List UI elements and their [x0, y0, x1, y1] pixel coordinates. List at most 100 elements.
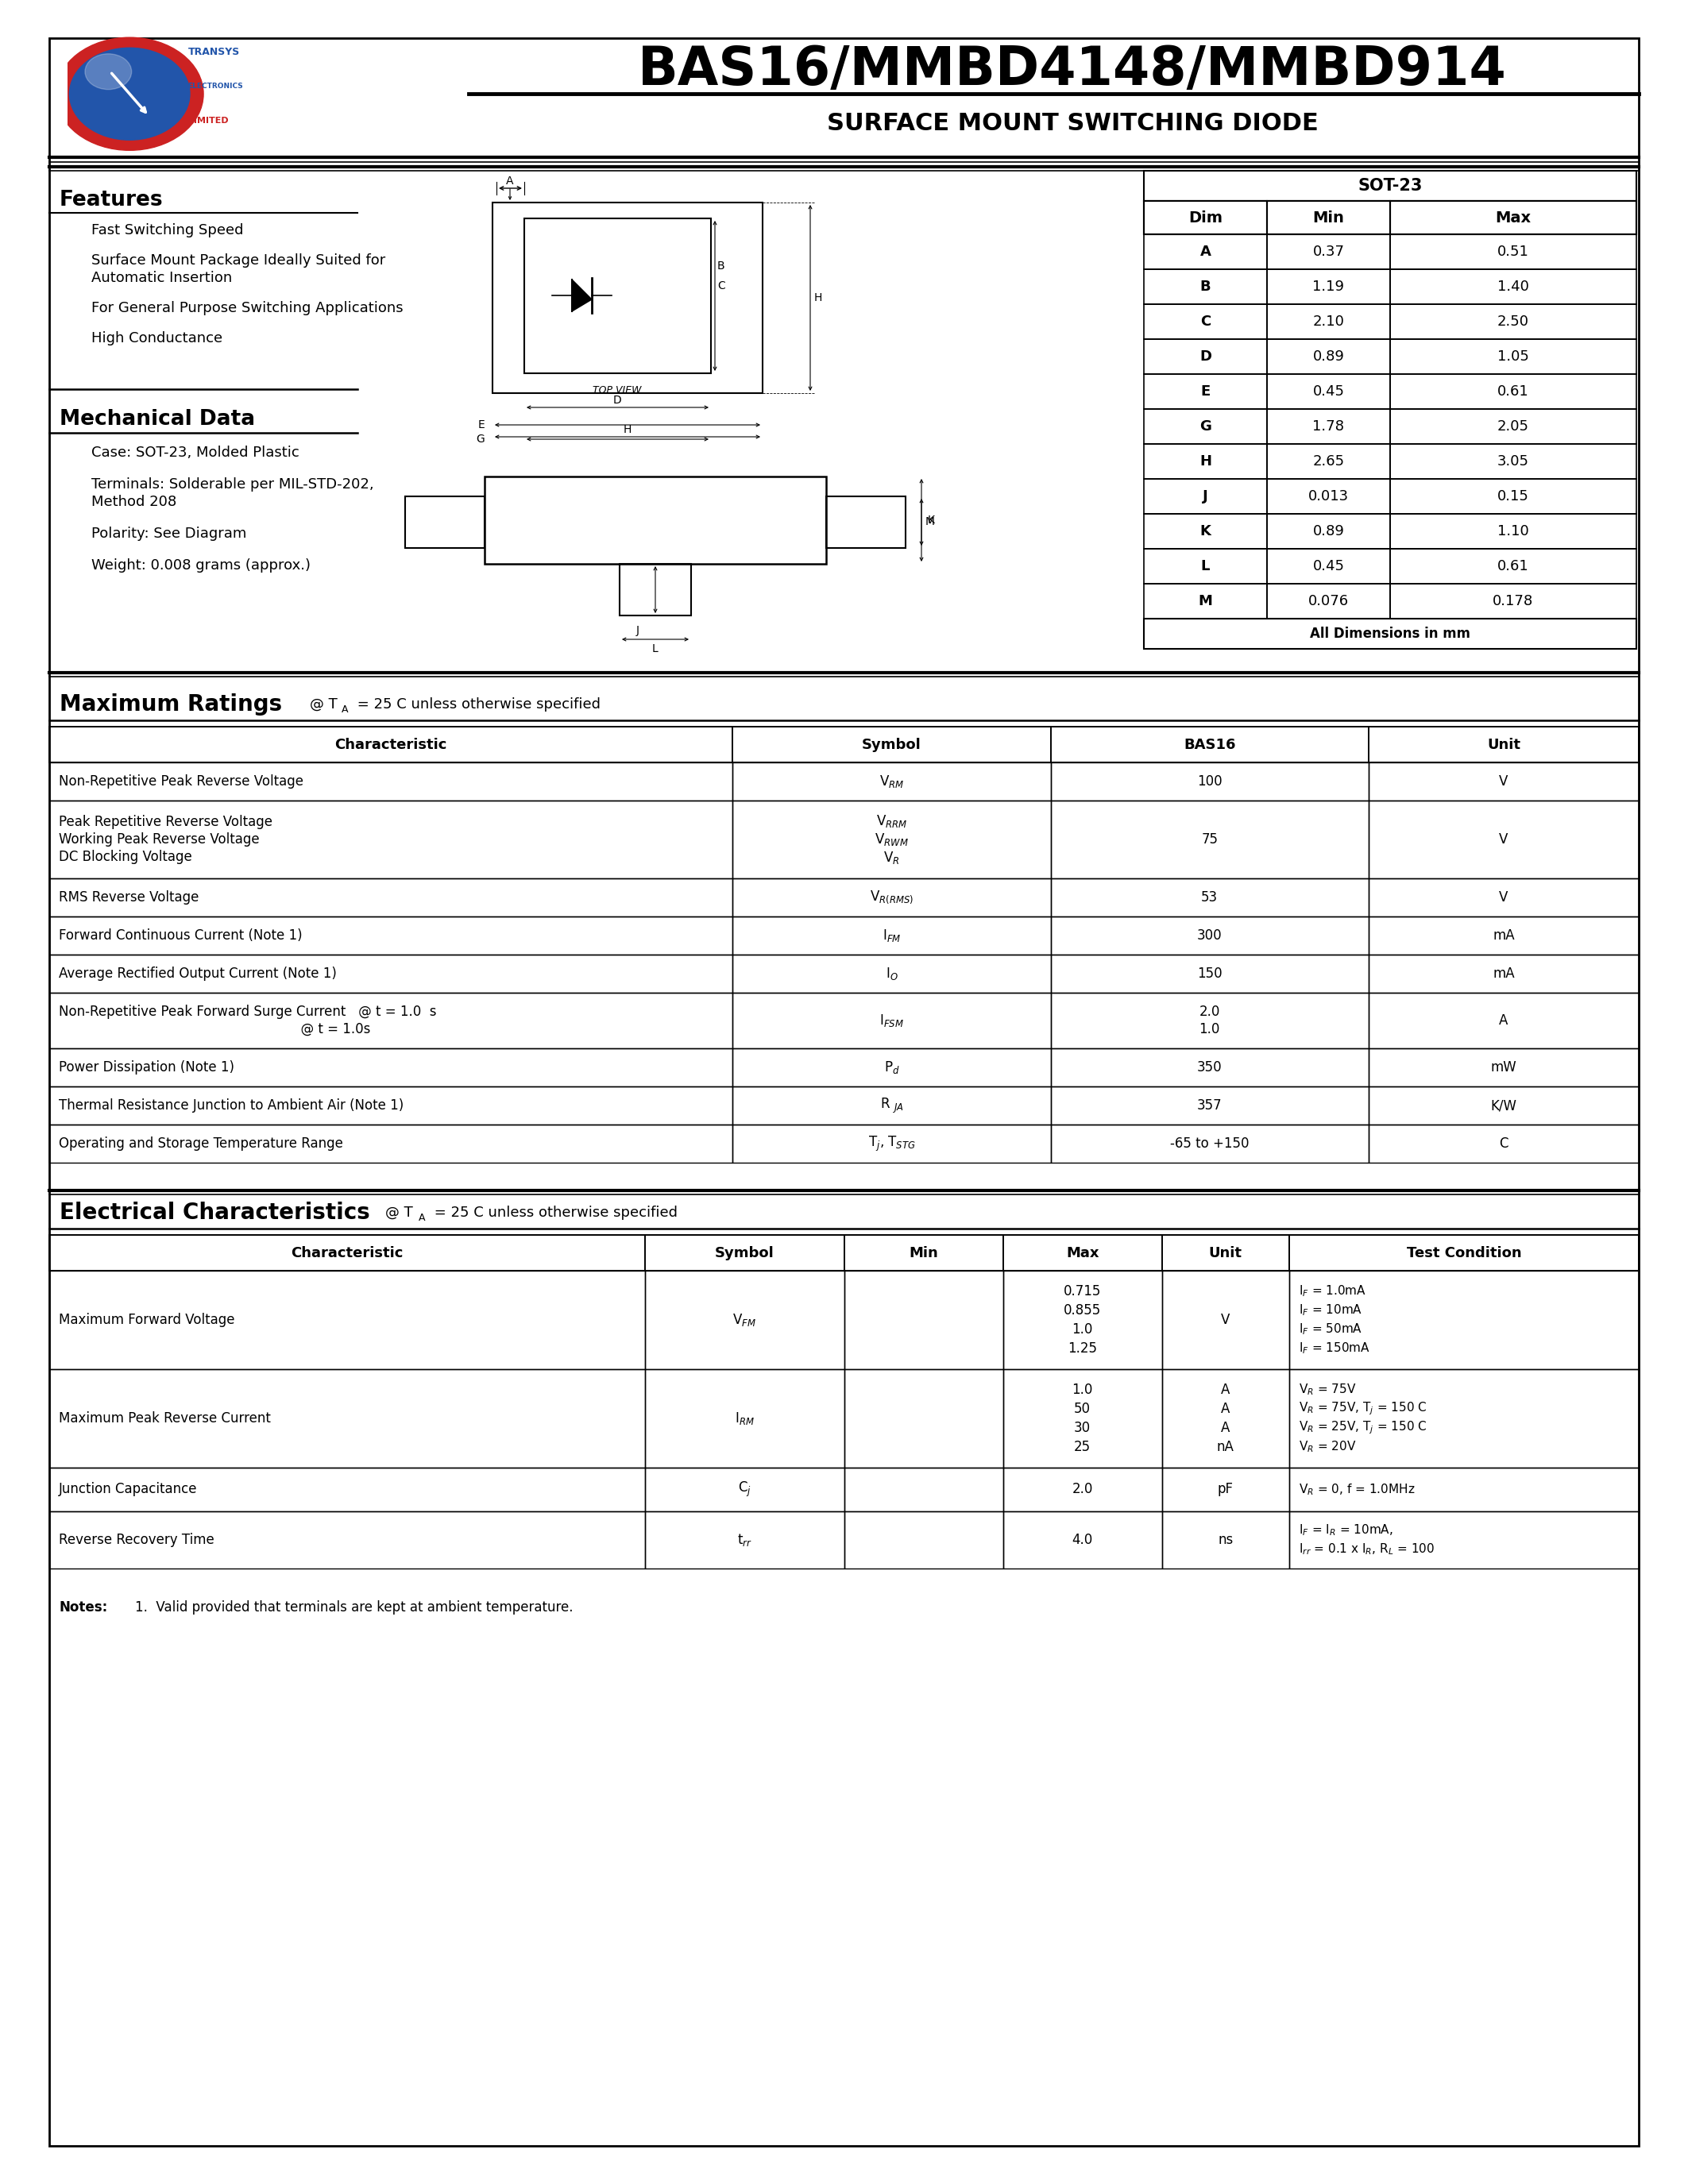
- Bar: [525, 218, 711, 373]
- Text: High Conductance: High Conductance: [91, 332, 223, 345]
- Text: B: B: [1200, 280, 1210, 295]
- Bar: [1003, 1271, 1161, 1369]
- Text: 1.78: 1.78: [1313, 419, 1344, 435]
- Text: I$_{RM}$: I$_{RM}$: [734, 1411, 755, 1426]
- Bar: [1268, 583, 1391, 618]
- Text: Features: Features: [59, 190, 164, 210]
- Bar: [733, 802, 1050, 878]
- Text: V$_{RM}$: V$_{RM}$: [879, 773, 905, 788]
- Text: E: E: [1200, 384, 1210, 400]
- Polygon shape: [572, 280, 592, 312]
- Text: @ T: @ T: [385, 1206, 414, 1221]
- Text: 0.45: 0.45: [1313, 559, 1344, 574]
- Bar: [49, 1234, 1639, 1271]
- Text: 2.50: 2.50: [1497, 314, 1529, 330]
- Bar: [1003, 1511, 1161, 1568]
- Bar: [1391, 583, 1636, 618]
- Text: 1.05: 1.05: [1497, 349, 1529, 365]
- Text: SURFACE MOUNT SWITCHING DIODE: SURFACE MOUNT SWITCHING DIODE: [827, 111, 1318, 135]
- Text: R $_{JA}$: R $_{JA}$: [879, 1096, 903, 1114]
- Bar: [1268, 408, 1391, 443]
- Text: Polarity: See Diagram: Polarity: See Diagram: [91, 526, 246, 542]
- Text: 1.40: 1.40: [1497, 280, 1529, 295]
- Bar: [1144, 201, 1636, 234]
- Text: A: A: [506, 175, 513, 186]
- Bar: [733, 954, 1050, 994]
- Text: Fast Switching Speed: Fast Switching Speed: [91, 223, 243, 238]
- Bar: [844, 1468, 1003, 1511]
- Text: Maximum Forward Voltage: Maximum Forward Voltage: [59, 1313, 235, 1328]
- Bar: [1144, 478, 1268, 513]
- Text: D: D: [1200, 349, 1212, 365]
- Bar: [1161, 1511, 1290, 1568]
- Bar: [1050, 727, 1369, 762]
- Bar: [1268, 373, 1391, 408]
- Text: 0.51: 0.51: [1497, 245, 1529, 260]
- Text: nA: nA: [1217, 1439, 1234, 1455]
- Bar: [49, 1048, 733, 1085]
- Text: 0.89: 0.89: [1313, 349, 1344, 365]
- Bar: [1144, 170, 1636, 201]
- Text: Maximum Peak Reverse Current: Maximum Peak Reverse Current: [59, 1411, 270, 1426]
- Bar: [1391, 304, 1636, 339]
- Bar: [1268, 304, 1391, 339]
- Bar: [1003, 1468, 1161, 1511]
- Bar: [49, 1125, 733, 1162]
- Text: 0.15: 0.15: [1497, 489, 1529, 505]
- Text: = 25 C unless otherwise specified: = 25 C unless otherwise specified: [353, 697, 601, 712]
- Text: Unit: Unit: [1487, 738, 1521, 751]
- Text: ns: ns: [1217, 1533, 1234, 1546]
- Text: 0.45: 0.45: [1313, 384, 1344, 400]
- Text: Surface Mount Package Ideally Suited for: Surface Mount Package Ideally Suited for: [91, 253, 385, 269]
- Text: All Dimensions in mm: All Dimensions in mm: [1310, 627, 1470, 640]
- Bar: [1050, 1125, 1369, 1162]
- Bar: [1161, 1271, 1290, 1369]
- Bar: [49, 727, 733, 762]
- Bar: [1144, 304, 1268, 339]
- Text: L: L: [652, 644, 658, 655]
- Text: K: K: [928, 515, 935, 526]
- Text: Test Condition: Test Condition: [1406, 1245, 1521, 1260]
- Text: I$_{O}$: I$_{O}$: [886, 965, 898, 981]
- Text: C: C: [717, 280, 726, 290]
- Bar: [1391, 339, 1636, 373]
- Text: LIMITED: LIMITED: [187, 116, 228, 124]
- Text: @ T: @ T: [311, 697, 338, 712]
- Text: @ t = 1.0s: @ t = 1.0s: [59, 1022, 370, 1037]
- Bar: [844, 1511, 1003, 1568]
- Text: Terminals: Solderable per MIL-STD-202,: Terminals: Solderable per MIL-STD-202,: [91, 478, 373, 491]
- Bar: [1391, 478, 1636, 513]
- Text: V$_{R}$ = 75V: V$_{R}$ = 75V: [1298, 1382, 1355, 1398]
- Bar: [49, 994, 733, 1048]
- Bar: [1144, 234, 1268, 269]
- Text: 1.0: 1.0: [1198, 1022, 1220, 1037]
- Text: I$_{F}$ = 10mA: I$_{F}$ = 10mA: [1298, 1304, 1362, 1317]
- Text: T$_{j}$, T$_{STG}$: T$_{j}$, T$_{STG}$: [868, 1133, 915, 1153]
- Text: Mechanical Data: Mechanical Data: [59, 408, 255, 430]
- Text: 357: 357: [1197, 1099, 1222, 1112]
- Text: 350: 350: [1197, 1059, 1222, 1075]
- Bar: [825, 496, 905, 548]
- Text: V$_{R}$ = 0, f = 1.0MHz: V$_{R}$ = 0, f = 1.0MHz: [1298, 1483, 1415, 1496]
- Bar: [1161, 1234, 1290, 1271]
- Text: 0.178: 0.178: [1492, 594, 1534, 609]
- Text: H: H: [1200, 454, 1212, 470]
- Bar: [1144, 408, 1268, 443]
- Bar: [49, 1234, 645, 1271]
- Text: Electrical Characteristics: Electrical Characteristics: [59, 1201, 370, 1223]
- Text: 75: 75: [1202, 832, 1219, 847]
- Text: 150: 150: [1197, 968, 1222, 981]
- Bar: [1268, 478, 1391, 513]
- Bar: [1391, 443, 1636, 478]
- Text: M: M: [1198, 594, 1212, 609]
- Bar: [733, 727, 1050, 762]
- Text: L: L: [1200, 559, 1210, 574]
- Text: mW: mW: [1491, 1059, 1516, 1075]
- Bar: [1144, 201, 1268, 234]
- Text: A: A: [419, 1212, 425, 1223]
- Text: BAS16: BAS16: [1183, 738, 1236, 751]
- Bar: [1268, 234, 1391, 269]
- Text: A: A: [341, 703, 348, 714]
- Text: C: C: [1499, 1136, 1507, 1151]
- Text: Reverse Recovery Time: Reverse Recovery Time: [59, 1533, 214, 1546]
